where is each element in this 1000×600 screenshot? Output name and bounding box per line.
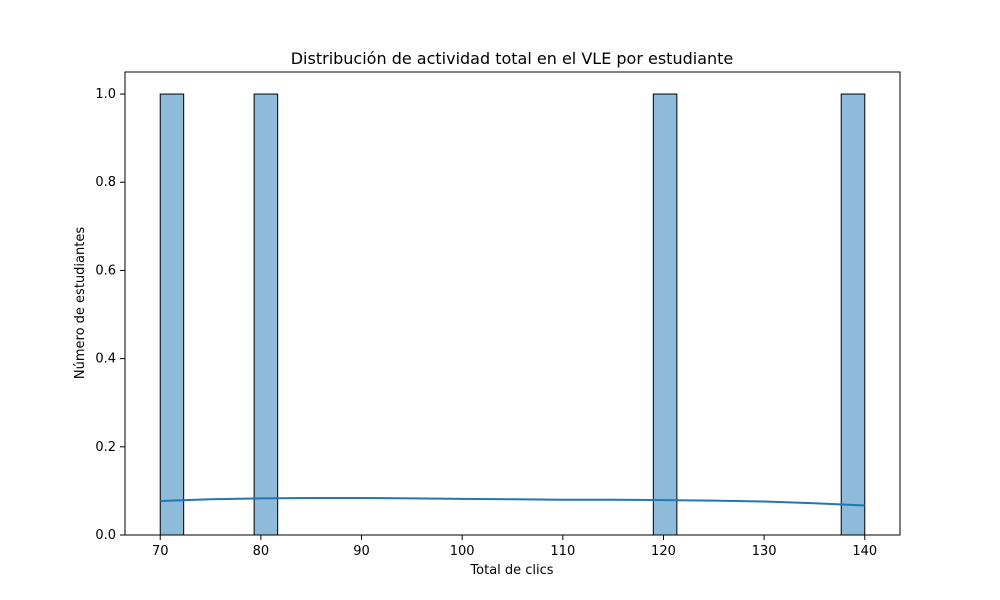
y-tick-label: 0.4 xyxy=(95,352,116,367)
bars-layer xyxy=(159,93,866,536)
kde-layer xyxy=(160,496,865,507)
y-axis-ticks: 0.0 0.2 0.4 0.6 0.8 1.0 xyxy=(95,87,125,543)
histogram-bar-1 xyxy=(159,93,185,536)
y-tick-label: 1.0 xyxy=(95,87,116,102)
histogram-bar-4 xyxy=(840,93,866,536)
y-axis-label: Número de estudiantes xyxy=(73,227,88,379)
x-tick-label: 90 xyxy=(353,544,370,559)
x-tick-label: 70 xyxy=(152,544,169,559)
chart-title: Distribución de actividad total en el VL… xyxy=(291,49,734,68)
plot-area-frame xyxy=(124,71,901,536)
histogram-bar-3 xyxy=(652,93,678,536)
x-tick-label: 110 xyxy=(550,544,575,559)
y-tick-label: 0.6 xyxy=(95,263,116,278)
x-tick-label: 120 xyxy=(651,544,676,559)
y-tick-label: 0.2 xyxy=(95,440,116,455)
x-tick-label: 80 xyxy=(253,544,270,559)
y-tick-label: 0.0 xyxy=(95,528,116,543)
x-tick-label: 140 xyxy=(852,544,877,559)
x-tick-label: 100 xyxy=(450,544,475,559)
x-axis-ticks: 70 80 90 100 110 120 130 140 xyxy=(152,535,877,559)
kde-line xyxy=(160,496,865,507)
x-axis-label: Total de clics xyxy=(469,563,553,578)
histogram-bar-2 xyxy=(253,93,279,536)
x-tick-label: 130 xyxy=(752,544,777,559)
y-tick-label: 0.8 xyxy=(95,175,116,190)
